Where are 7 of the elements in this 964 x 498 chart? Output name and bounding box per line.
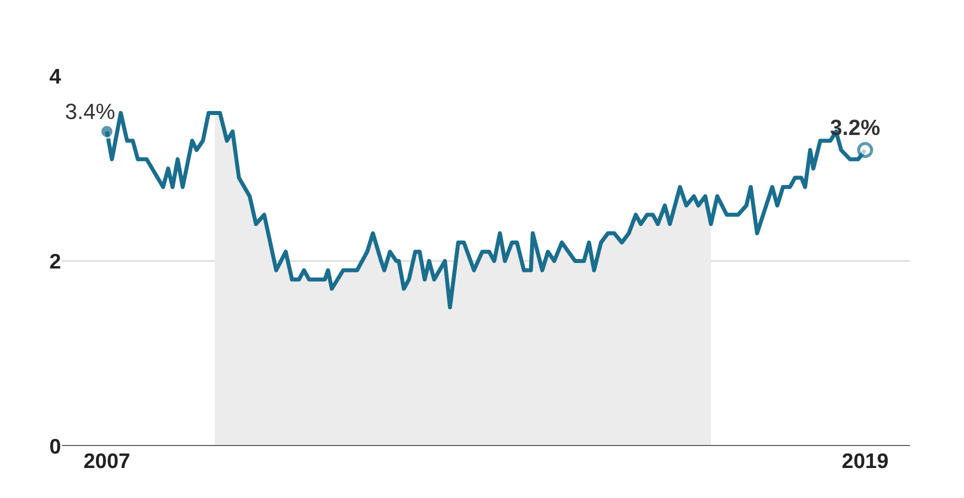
x-tick-label: 2007 (84, 450, 130, 473)
y-tick-label: 4 (49, 65, 62, 88)
y-tick-label: 0 (49, 435, 61, 458)
annotation: 3.4% (65, 99, 116, 124)
annotation: 3.2% (830, 115, 880, 140)
x-tick-label: 2019 (842, 450, 888, 473)
y-tick-label: 2 (49, 250, 61, 274)
